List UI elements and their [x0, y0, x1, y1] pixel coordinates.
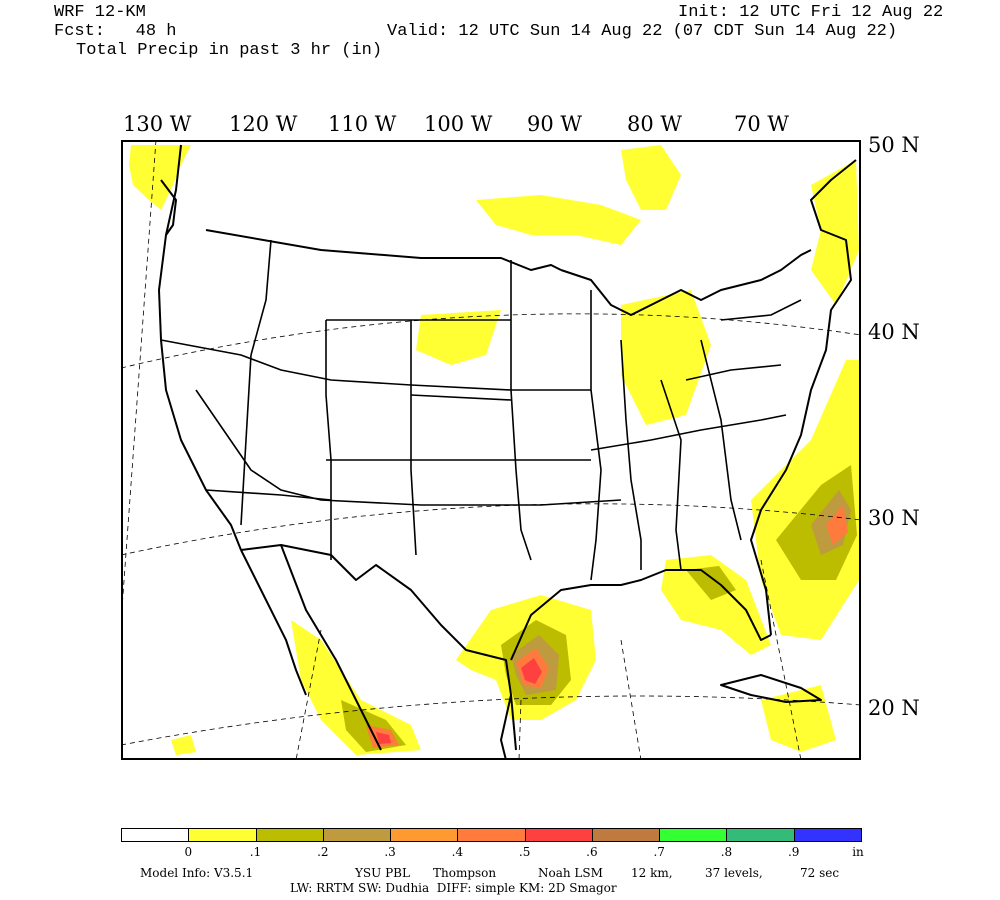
legend-swatch: [591, 828, 661, 842]
legend-swatch: [793, 828, 862, 842]
footer-timestep: 72 sec: [800, 866, 840, 880]
legend-tick-label: .5: [518, 845, 531, 859]
footer-microphysics: Thompson: [433, 866, 497, 880]
graticule-70w: [760, 559, 802, 760]
footer-pbl: YSU PBL: [355, 866, 410, 880]
legend-swatch: [255, 828, 324, 842]
footer-lsm: Noah LSM: [538, 866, 603, 880]
init-time: Init: 12 UTC Fri 12 Aug 22: [678, 3, 944, 22]
graticule-90w: [518, 699, 522, 760]
legend-tick-label: .7: [653, 845, 665, 859]
map-frame: [121, 140, 861, 760]
graticule-80w: [620, 639, 642, 760]
lon-label-70w: 70 W: [734, 112, 789, 136]
cuba: [720, 674, 822, 703]
precip-map: [121, 140, 861, 760]
legend-swatch: [659, 828, 728, 842]
legend-tick-label: .1: [249, 845, 262, 859]
legend-tick-label: 0: [184, 845, 193, 859]
legend-tick-label: .3: [384, 845, 396, 859]
baja-california: [240, 549, 307, 696]
legend-tick-label: .6: [586, 845, 598, 859]
precip-new-england: [811, 160, 859, 305]
forecast-hour: Fcst: 48 h: [54, 22, 177, 41]
precip-gulf-tx-max: [521, 658, 542, 684]
precip-legend: [121, 828, 862, 844]
footer-resolution: 12 km,: [631, 866, 673, 880]
great-lakes-border: [560, 249, 812, 316]
us-canada-border: [205, 229, 562, 271]
precip-pacific-nw: [129, 145, 191, 210]
gulf-coast: [510, 569, 772, 661]
lon-label-80w: 80 W: [627, 112, 682, 136]
precip-sinaloa-max: [376, 732, 391, 744]
lon-label-120w: 120 W: [229, 112, 298, 136]
legend-tick-label: .8: [720, 845, 733, 859]
legend-swatch: [121, 828, 190, 842]
footer-model-info: Model Info: V3.5.1: [140, 866, 254, 880]
footer-levels: 37 levels,: [705, 866, 763, 880]
east-coast: [750, 159, 857, 636]
graticule-40n: [121, 313, 861, 369]
lon-label-100w: 100 W: [424, 112, 493, 136]
lat-label-40n: 40 N: [868, 320, 920, 344]
west-coast: [158, 144, 242, 551]
boundaries: [158, 144, 857, 760]
precip-florida: [661, 555, 771, 655]
legend-swatch: [390, 828, 459, 842]
lat-label-30n: 30 N: [868, 506, 920, 530]
precip-ontario: [476, 195, 641, 245]
lon-label-130w: 130 W: [123, 112, 192, 136]
graticule-100w: [295, 629, 322, 760]
mexico-east-coast: [500, 694, 512, 760]
legend-tick-label: .4: [451, 845, 464, 859]
model-title: WRF 12-KM: [54, 3, 146, 22]
legend-swatch: [524, 828, 593, 842]
graticule-30n: [121, 503, 861, 556]
legend-tick-label: .9: [787, 845, 800, 859]
precip-sinaloa: [291, 620, 421, 755]
precip-shading: [129, 145, 859, 755]
lon-label-90w: 90 W: [527, 112, 582, 136]
legend-swatch: [726, 828, 795, 842]
state-borders: [160, 239, 802, 581]
legend-swatch: [322, 828, 392, 842]
graticule-120w: [121, 140, 157, 628]
nw-coast-island: [160, 179, 177, 236]
field-title: Total Precip in past 3 hr (in): [76, 41, 383, 60]
graticule: [121, 140, 861, 760]
legend-swatch: [457, 828, 526, 842]
us-mexico-border: [240, 544, 517, 751]
precip-bottom-left: [171, 735, 196, 755]
lon-label-110w: 110 W: [328, 112, 397, 136]
footer-physics: LW: RRTM SW: Dudhia DIFF: simple KM: 2D …: [290, 881, 617, 895]
legend-swatch: [188, 828, 257, 842]
precip-quebec-lab: [621, 145, 681, 210]
lat-label-20n: 20 N: [868, 696, 920, 720]
precip-atlantic-l4: [826, 505, 848, 545]
graticule-20n: [121, 695, 861, 746]
precip-florida-l2: [686, 566, 736, 600]
lat-label-50n: 50 N: [868, 133, 920, 157]
valid-time: Valid: 12 UTC Sun 14 Aug 22 (07 CDT Sun …: [387, 22, 898, 41]
legend-unit: in: [852, 845, 864, 859]
precip-ohio-valley: [621, 290, 711, 425]
precip-northern-plains: [416, 310, 501, 365]
legend-tick-label: .2: [317, 845, 329, 859]
mexico-west-coast: [280, 544, 382, 751]
